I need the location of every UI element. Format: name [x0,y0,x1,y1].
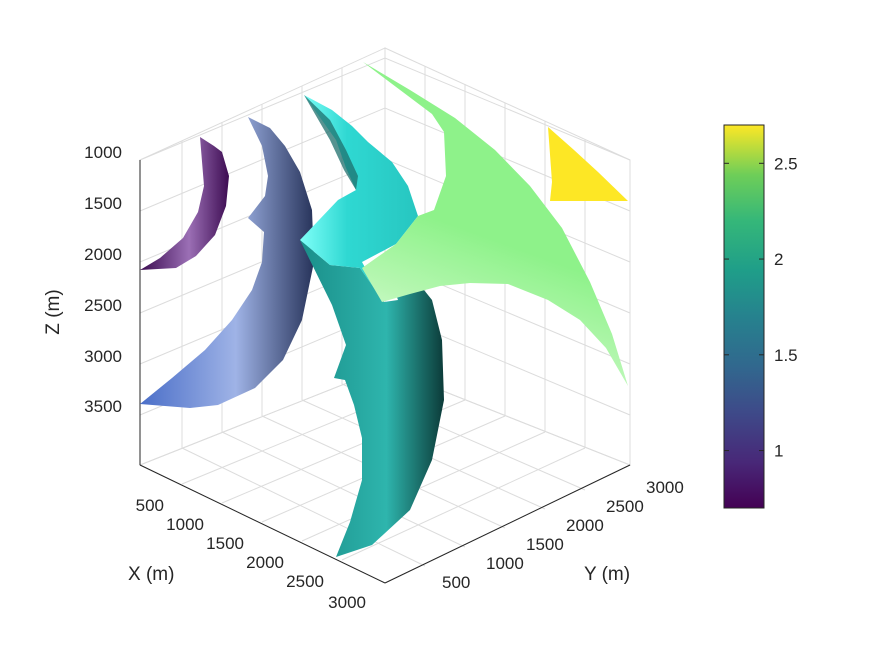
z-tick-label: 2000 [84,245,122,264]
surface-cyan [300,95,418,302]
y-tick-label: 3000 [646,478,684,497]
z-tick-label: 1500 [84,194,122,213]
z-tick-labels: 1000 1500 2000 2500 3000 3500 [84,143,122,416]
x-tick-label: 1500 [206,534,244,553]
colorbar-gradient [723,124,765,509]
colorbar-tick-label: 1.5 [774,346,798,365]
z-axis-label: Z (m) [43,289,64,334]
surface-teal [300,240,444,557]
colorbar: 1 1.5 2 2.5 [723,124,798,509]
x-tick-label: 2500 [286,572,324,591]
x-tick-label: 2000 [246,553,284,572]
colorbar-tick-label: 2 [774,250,783,269]
axis-lines [139,160,631,584]
z-tick-label: 3500 [84,397,122,416]
y-tick-label: 1000 [486,554,524,573]
x-tick-label: 1000 [166,515,204,534]
y-axis-label: Y (m) [584,564,630,585]
colorbar-tick-label: 1 [774,442,783,461]
surface-yellow [548,127,628,201]
colorbar-ticks: 1 1.5 2 2.5 [724,154,798,461]
x-tick-label: 3000 [328,593,366,612]
x-axis-line [139,464,386,584]
y-tick-labels: 500 1000 1500 2000 2500 3000 [442,478,684,592]
y-tick-label: 500 [442,573,470,592]
x-tick-labels: 500 1000 1500 2000 2500 3000 [136,496,366,612]
y-tick-label: 2500 [606,497,644,516]
y-tick-label: 2000 [566,516,604,535]
surface-cyan-shadow [304,95,358,190]
z-tick-label: 3000 [84,347,122,366]
surface-blue [140,117,314,408]
y-axis-line [384,464,631,584]
y-tick-label: 1500 [526,535,564,554]
surface-green [362,62,628,386]
x-axis-label: X (m) [128,564,174,585]
z-tick-label: 2500 [84,296,122,315]
colorbar-tick-label: 2.5 [774,154,798,173]
x-tick-label: 500 [136,496,164,515]
surface-purple [140,137,229,270]
z-tick-label: 1000 [84,143,122,162]
surfaces [140,62,628,557]
